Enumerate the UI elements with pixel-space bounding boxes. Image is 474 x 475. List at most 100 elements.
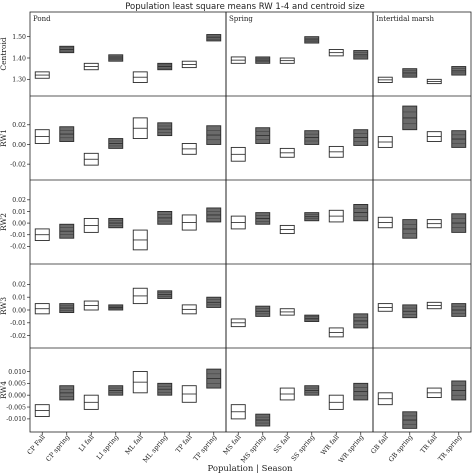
box-gb-spring: [402, 219, 418, 239]
box-cp-fall: [34, 228, 50, 241]
box-tr-spring: [451, 66, 467, 76]
box-ml-spring: [157, 211, 173, 225]
box-li-spring: [108, 217, 124, 229]
y-tick-label: -0.005: [6, 404, 26, 411]
box-ss-spring: [304, 212, 320, 222]
box-ms-fall: [230, 318, 246, 328]
box-tp-spring: [206, 368, 222, 389]
box-tp-fall: [181, 60, 197, 69]
box-cp-fall: [34, 71, 50, 79]
box-gb-spring: [402, 105, 418, 131]
box-cp-spring: [59, 303, 75, 314]
x-tick-label: TR fall: [419, 433, 439, 455]
plot-frame: [29, 11, 472, 433]
box-cp-fall: [34, 303, 50, 315]
y-tick-label: 0.02: [12, 197, 26, 204]
box-ms-spring: [255, 56, 271, 64]
x-tick-label: CP Fall: [26, 433, 47, 456]
box-tr-spring: [451, 380, 467, 401]
box-li-fall: [83, 62, 99, 71]
box-ms-fall: [230, 215, 246, 230]
y-tick-label: 0.01: [12, 209, 26, 216]
box-tr-spring: [451, 130, 467, 148]
x-tick-label: MS spring: [239, 433, 267, 464]
box-cp-spring: [59, 45, 75, 54]
box-ss-spring: [304, 130, 320, 145]
box-ms-spring: [255, 127, 271, 144]
x-tick-label: GB spring: [387, 433, 414, 463]
group-label: Intertidal marsh: [376, 15, 434, 23]
y-tick-label: 0.000: [8, 392, 26, 399]
box-tr-fall: [426, 387, 442, 399]
panel-axis-label: RW2: [0, 213, 8, 231]
box-ml-spring: [157, 62, 173, 71]
box-cp-spring: [59, 385, 75, 401]
box-wr-spring: [353, 50, 369, 60]
y-tick-label: -0.02: [10, 161, 26, 168]
box-gb-fall: [377, 216, 393, 229]
y-tick-label: 0.010: [8, 369, 26, 376]
box-li-fall: [83, 300, 99, 311]
x-axis-title: Population | Season: [207, 464, 293, 474]
box-tp-spring: [206, 125, 222, 145]
box-wr-spring: [353, 382, 369, 401]
box-tr-spring: [451, 213, 467, 233]
group-label: Spring: [229, 15, 253, 23]
y-tick-label: 0.00: [12, 220, 26, 227]
box-tp-spring: [206, 34, 222, 42]
y-tick-label: 0.00: [12, 142, 26, 149]
x-tick-label: ML fall: [124, 433, 145, 456]
box-wr-fall: [328, 49, 344, 57]
box-tr-fall: [426, 78, 442, 85]
box-ml-fall: [132, 117, 148, 140]
x-tick-label: LI spring: [95, 433, 120, 461]
box-tp-fall: [181, 304, 197, 315]
x-tick-label: WR spring: [337, 433, 365, 465]
box-ml-spring: [157, 122, 173, 137]
y-tick-label: -0.010: [6, 416, 26, 423]
box-ml-fall: [132, 71, 148, 83]
box-cp-spring: [59, 126, 75, 142]
box-li-spring: [108, 385, 124, 396]
chart-title: Population least square means RW 1-4 and…: [125, 2, 365, 12]
box-wr-fall: [328, 327, 344, 338]
y-tick-label: 0.00: [12, 307, 26, 314]
y-tick-label: 1.40: [12, 55, 26, 62]
box-ml-spring: [157, 382, 173, 396]
box-wr-spring: [353, 129, 369, 146]
x-tick-label: ML spring: [141, 433, 169, 464]
panel-axis-label: Centroid: [0, 37, 8, 71]
panel-rw3: -0.02 -0.01 0.00 0.01 0.02 RW3: [0, 263, 471, 340]
box-ml-fall: [132, 287, 148, 305]
y-tick-label: 0.02: [12, 282, 26, 289]
box-ml-fall: [132, 229, 148, 251]
box-gb-fall: [377, 76, 393, 83]
box-gb-spring: [402, 68, 418, 78]
x-tick-label: MS fall: [221, 433, 242, 456]
x-tick-label: TR spring: [436, 433, 463, 463]
y-tick-label: -0.02: [10, 333, 26, 340]
box-cp-fall: [34, 404, 50, 417]
y-tick-label: -0.01: [10, 232, 26, 239]
y-tick-label: 0.02: [12, 122, 26, 129]
box-tr-spring: [451, 303, 467, 317]
x-tick-label: CP spring: [44, 433, 71, 463]
panel-axis-label: RW4: [0, 381, 8, 399]
box-ss-fall: [279, 308, 295, 316]
box-tp-fall: [181, 385, 197, 403]
x-tick-label: GB fall: [369, 433, 390, 455]
box-ss-spring: [304, 385, 320, 396]
box-ms-spring: [255, 413, 271, 427]
box-ss-fall: [279, 147, 295, 158]
y-tick-label: 0.01: [12, 295, 26, 302]
box-ms-fall: [230, 146, 246, 162]
box-ms-spring: [255, 305, 271, 317]
box-wr-spring: [353, 204, 369, 222]
x-tick-label: TP spring: [192, 433, 219, 463]
y-tick-label: 0.005: [8, 381, 26, 388]
box-cp-spring: [59, 223, 75, 239]
panel-rw2: -0.02 -0.01 0.00 0.01 0.02 RW2: [0, 179, 471, 251]
x-tick-label: WR fall: [319, 433, 341, 457]
